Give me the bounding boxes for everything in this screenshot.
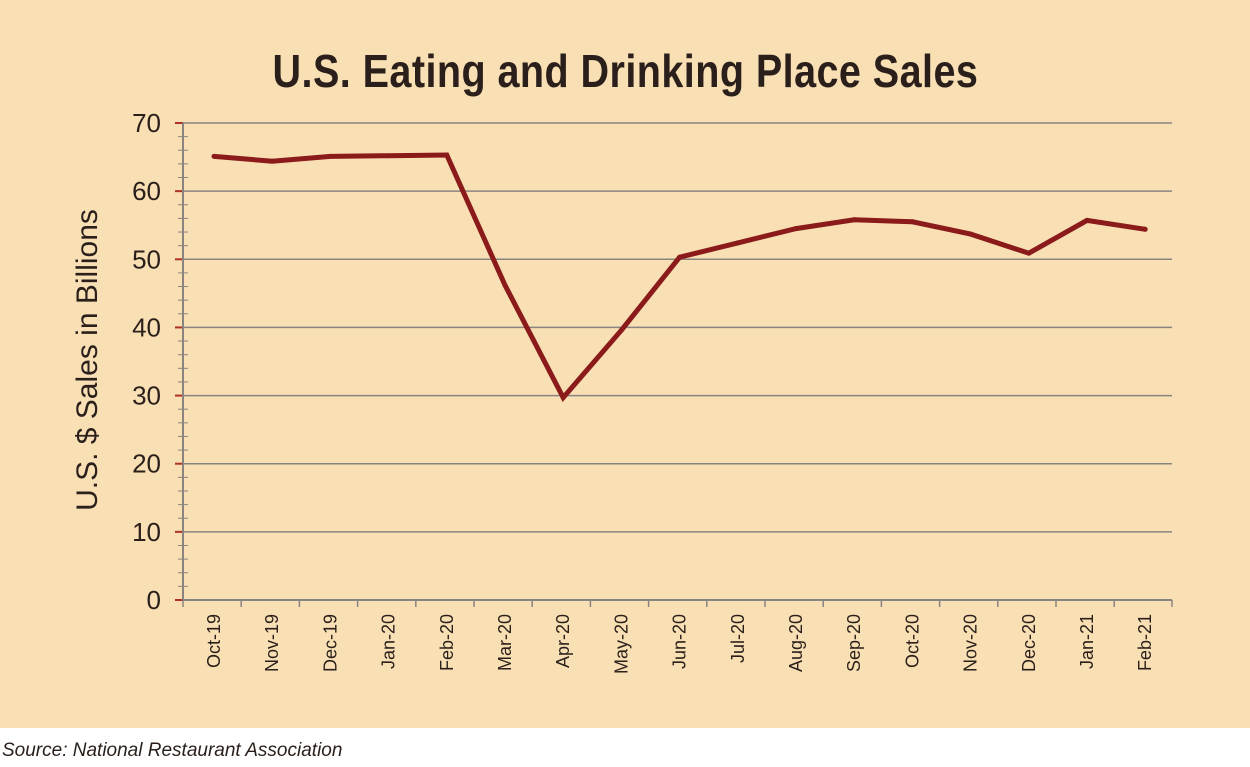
- data-point: [1084, 217, 1090, 223]
- x-tick-label: Jan-20: [379, 614, 399, 669]
- y-tick-label: 20: [132, 449, 161, 479]
- x-tick-label: Jan-21: [1077, 614, 1097, 669]
- chart-background: [0, 0, 1250, 728]
- x-tick-label: Oct-19: [204, 614, 224, 668]
- x-tick-label: Aug-20: [786, 614, 806, 672]
- chart-title: U.S. Eating and Drinking Place Sales: [272, 45, 979, 97]
- y-tick-label: 30: [132, 381, 161, 411]
- data-point: [502, 282, 508, 288]
- x-tick-label: Apr-20: [553, 614, 573, 668]
- y-tick-label: 50: [132, 244, 161, 274]
- x-tick-label: Sep-20: [844, 614, 864, 672]
- data-point: [677, 254, 683, 260]
- x-tick-label: Feb-21: [1135, 614, 1155, 671]
- data-point: [735, 240, 741, 246]
- data-point: [618, 327, 624, 333]
- x-tick-label: Dec-19: [320, 614, 340, 672]
- data-point: [269, 158, 275, 164]
- y-tick-label: 0: [147, 585, 161, 615]
- x-tick-label: Jun-20: [670, 614, 690, 669]
- y-tick-label: 40: [132, 312, 161, 342]
- x-tick-label: Jul-20: [728, 614, 748, 663]
- data-point: [851, 217, 857, 223]
- data-point: [211, 153, 217, 159]
- y-tick-label: 10: [132, 517, 161, 547]
- y-tick-label: 70: [132, 108, 161, 138]
- data-point: [968, 231, 974, 237]
- source-note: Source: National Restaurant Association: [2, 740, 343, 761]
- x-tick-label: Nov-19: [262, 614, 282, 672]
- x-tick-label: Oct-20: [902, 614, 922, 668]
- data-point: [386, 153, 392, 159]
- data-point: [560, 395, 566, 401]
- data-point: [1142, 226, 1148, 232]
- x-tick-label: Nov-20: [961, 614, 981, 672]
- data-point: [793, 226, 799, 232]
- line-chart: 0 10 20 30 40 50 60 70 Oct-19 Nov-19 Dec-19 Jan-20 F…: [132, 108, 1173, 674]
- x-tick-label: Feb-20: [437, 614, 457, 671]
- data-point: [1026, 250, 1032, 256]
- x-tick-label: Mar-20: [495, 614, 515, 671]
- x-tick-label: May-20: [611, 614, 631, 674]
- data-point: [444, 152, 450, 158]
- y-tick-label: 60: [132, 176, 161, 206]
- data-point: [909, 219, 915, 225]
- x-tick-label: Dec-20: [1019, 614, 1039, 672]
- data-point: [327, 153, 333, 159]
